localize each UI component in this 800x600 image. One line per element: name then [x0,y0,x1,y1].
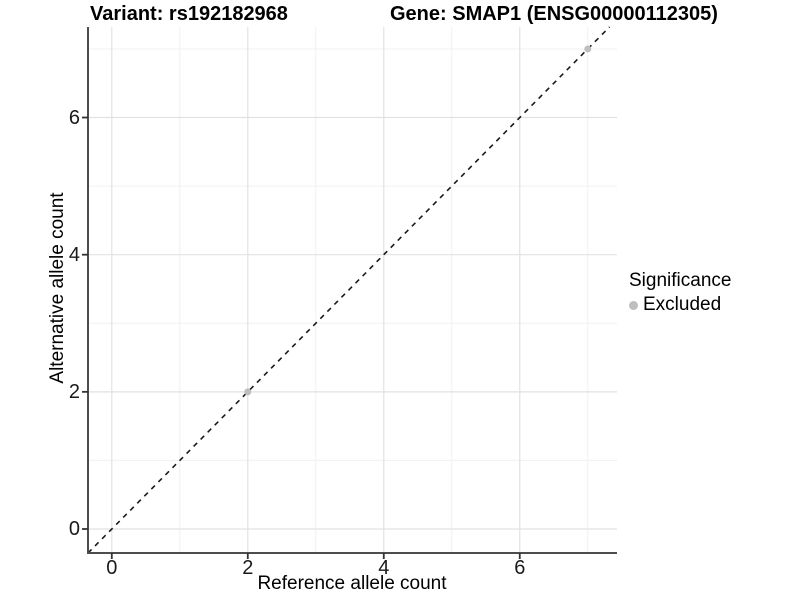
legend: Significance Excluded [629,270,731,316]
gene-title: Gene: SMAP1 (ENSG00000112305) [390,3,718,25]
legend-item-excluded: Excluded [629,294,731,316]
x-tick-label: 0 [106,557,118,579]
variant-title: Variant: rs192182968 [90,3,288,25]
y-tick-label: 0 [68,517,80,540]
y-tick-label: 4 [68,243,80,266]
x-axis-title: Reference allele count [257,573,447,594]
data-point [244,388,252,396]
y-tick-label: 6 [68,106,80,129]
identity-line [87,26,611,554]
legend-item-label: Excluded [643,294,722,315]
y-tick-label: 2 [68,380,80,403]
legend-title: Significance [629,270,732,291]
x-tick-label: 2 [242,557,254,579]
data-point [584,45,592,53]
x-tick-label: 6 [514,557,526,579]
y-axis-title: Alternative allele count [47,192,68,384]
x-tick-label: 4 [378,557,390,579]
excluded-point-icon [629,300,638,310]
